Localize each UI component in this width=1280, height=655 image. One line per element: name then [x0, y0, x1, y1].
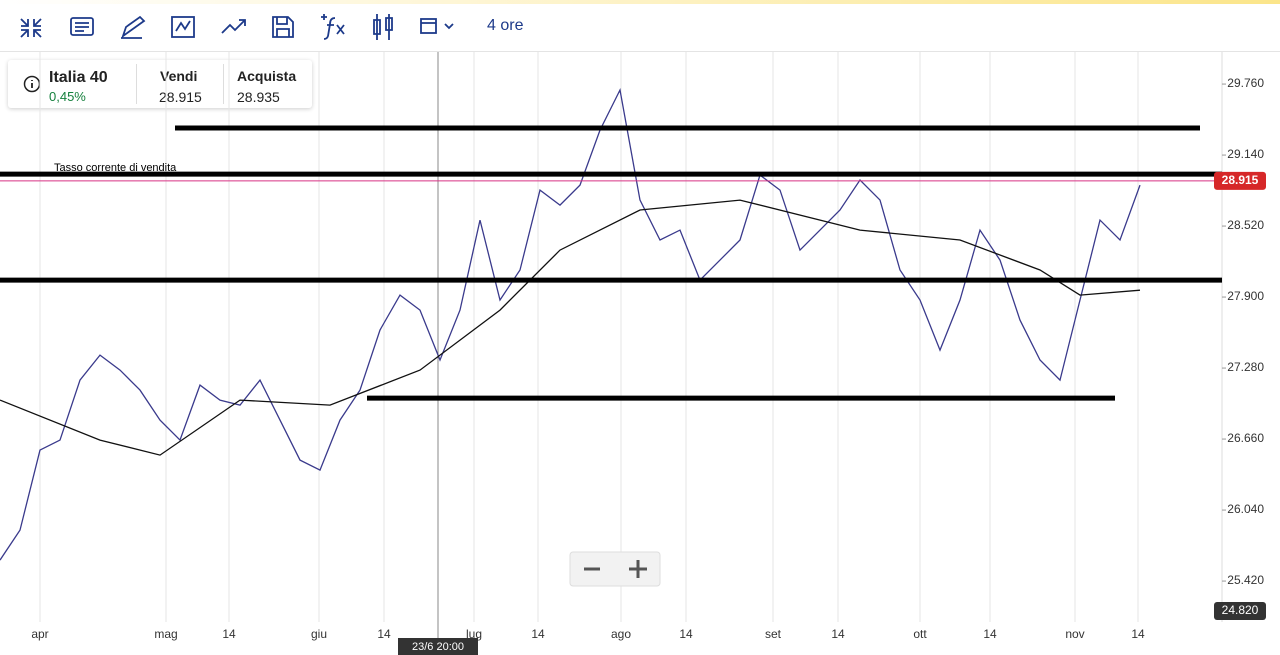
- zoom-in[interactable]: [629, 560, 647, 578]
- x-tick-label: apr: [31, 627, 48, 641]
- buy-price[interactable]: 28.935: [237, 89, 280, 105]
- price-line: [0, 199, 1141, 456]
- x-tick-label: nov: [1065, 627, 1084, 641]
- y-tick-label: 27.900: [1227, 289, 1264, 303]
- x-tick-label: set: [765, 627, 782, 641]
- x-tick-label: 14: [1131, 627, 1145, 641]
- current-price-label: 28.915: [1222, 173, 1259, 187]
- instrument-change: 0,45%: [49, 89, 86, 104]
- calendar-icon[interactable]: [420, 18, 437, 34]
- trend-icon[interactable]: [221, 19, 246, 34]
- y-tick-label: 26.660: [1227, 431, 1264, 445]
- x-tick-label: ott: [913, 627, 927, 641]
- buy-label: Acquista: [237, 68, 297, 84]
- toolbar-icons: [20, 14, 454, 40]
- x-tick-label: lug: [466, 627, 482, 641]
- candle-icon[interactable]: [373, 14, 393, 40]
- low-tag: [1214, 602, 1266, 620]
- instrument-name: Italia 40: [49, 69, 108, 86]
- fx-icon[interactable]: [321, 14, 345, 40]
- x-tick-label: 14: [831, 627, 845, 641]
- collapse-icon[interactable]: [20, 18, 42, 38]
- timeframe[interactable]: 4 ore: [487, 17, 524, 34]
- news-icon[interactable]: [70, 17, 94, 36]
- x-tick-label: giu: [311, 627, 327, 641]
- annotation: Tasso corrente di vendita: [54, 162, 177, 174]
- y-tick-label: 28.520: [1227, 218, 1264, 232]
- y-tick-label: 25.420: [1227, 573, 1264, 587]
- draw-icon[interactable]: [121, 15, 146, 39]
- x-tick-label: 14: [377, 627, 391, 641]
- instrument-panel: Italia 40 0,45% Vendi 28.915 Acquista 28…: [8, 60, 312, 108]
- y-tick-label: 29.760: [1227, 76, 1264, 90]
- zoom-controls: [569, 551, 661, 587]
- low-label: 24.820: [1222, 603, 1259, 617]
- crosshair-tag: [398, 638, 478, 655]
- x-tick-label: 14: [983, 627, 997, 641]
- current-price-tag: [1214, 171, 1266, 190]
- chart: 23/6 20:00 Tasso corrente di vendita 24.…: [0, 52, 1266, 655]
- x-tick-label: 14: [679, 627, 693, 641]
- sell-label: Vendi: [160, 68, 198, 84]
- x-tick-label: 14: [222, 627, 236, 641]
- indicator-icon[interactable]: [171, 16, 195, 38]
- x-tick-label: mag: [154, 627, 177, 641]
- save-icon[interactable]: [272, 16, 294, 38]
- toolbar: 4 ore: [0, 0, 1280, 52]
- sell-price[interactable]: 28.915: [159, 89, 202, 105]
- crosshair-label: 23/6 20:00: [412, 641, 464, 653]
- price-line: [0, 87, 1141, 561]
- x-tick-label: ago: [611, 627, 631, 641]
- y-tick-label: 29.140: [1227, 147, 1264, 161]
- x-tick-label: 14: [531, 627, 545, 641]
- y-tick-label: 26.040: [1227, 502, 1264, 516]
- y-tick-label: 27.280: [1227, 360, 1264, 374]
